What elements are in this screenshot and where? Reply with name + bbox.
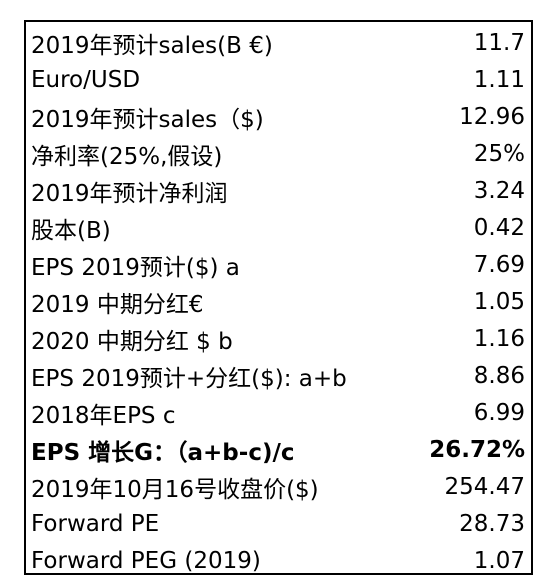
table-row: 净利率(25%,假设) 25% <box>26 135 531 172</box>
row-value: 6.99 <box>473 399 525 426</box>
table-row: 2019年预计净利润 3.24 <box>26 172 531 209</box>
table-row: 2018年EPS c 6.99 <box>26 394 531 431</box>
row-label: Euro/USD <box>31 66 141 93</box>
row-value: 1.07 <box>473 547 525 574</box>
table-row: 2019年预计sales（$) 12.96 <box>26 98 531 135</box>
row-value: 8.86 <box>473 362 525 389</box>
row-label: 股本(B) <box>31 217 111 244</box>
table-row: Forward PEG (2019) 1.07 <box>26 542 531 579</box>
row-value: 28.73 <box>459 510 525 537</box>
row-value: 7.69 <box>473 251 525 278</box>
row-label: EPS 增长G：（a+b-c)/c <box>31 439 295 466</box>
table-row: EPS 2019预计+分红($): a+b 8.86 <box>26 357 531 394</box>
row-label: 2019年10月16号收盘价($) <box>31 476 319 503</box>
row-value: 0.42 <box>473 214 525 241</box>
table-row: EPS 2019预计($) a 7.69 <box>26 246 531 283</box>
row-label: 2019 中期分红€ <box>31 291 204 318</box>
table-row: 2019 中期分红€ 1.05 <box>26 283 531 320</box>
row-label: Forward PE <box>31 510 160 537</box>
data-table: 2019年预计sales(B €) 11.7 Euro/USD 1.11 201… <box>24 20 533 575</box>
row-value: 1.11 <box>473 66 525 93</box>
row-label: 净利率(25%,假设) <box>31 143 223 170</box>
row-label: Forward PEG (2019) <box>31 547 261 574</box>
row-label: 2020 中期分红 $ b <box>31 328 233 355</box>
row-value: 3.24 <box>473 177 525 204</box>
row-label: 2018年EPS c <box>31 402 176 429</box>
table-row: 2019年10月16号收盘价($) 254.47 <box>26 468 531 505</box>
row-value: 12.96 <box>459 103 525 130</box>
row-value: 1.05 <box>473 288 525 315</box>
table-row: Forward PE 28.73 <box>26 505 531 542</box>
row-value: 11.7 <box>473 29 525 56</box>
table-row: Euro/USD 1.11 <box>26 61 531 98</box>
row-label: 2019年预计净利润 <box>31 180 228 207</box>
row-value: 254.47 <box>444 473 525 500</box>
table-row: 2020 中期分红 $ b 1.16 <box>26 320 531 357</box>
table-row: 2019年预计sales(B €) 11.7 <box>26 24 531 61</box>
table-row-highlight: EPS 增长G：（a+b-c)/c 26.72% <box>26 431 531 468</box>
table-row: 股本(B) 0.42 <box>26 209 531 246</box>
row-value: 1.16 <box>473 325 525 352</box>
row-label: 2019年预计sales(B €) <box>31 32 273 59</box>
row-label: EPS 2019预计+分红($): a+b <box>31 365 347 392</box>
row-value: 25% <box>473 140 525 167</box>
row-label: EPS 2019预计($) a <box>31 254 240 281</box>
row-value: 26.72% <box>429 436 525 463</box>
row-label: 2019年预计sales（$) <box>31 106 264 133</box>
